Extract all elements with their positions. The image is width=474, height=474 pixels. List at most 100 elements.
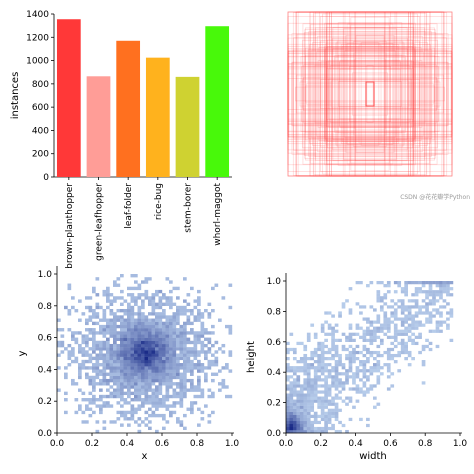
- heat-cell: [162, 296, 166, 300]
- heat-cell: [289, 366, 294, 370]
- heat-cell: [186, 331, 191, 335]
- heat-cell: [386, 326, 391, 330]
- heat-cell: [186, 359, 191, 364]
- heat-cell: [120, 366, 124, 370]
- heat-cell: [127, 410, 131, 415]
- heat-cell: [355, 326, 360, 330]
- heat-cell: [299, 390, 304, 394]
- heat-cell: [134, 359, 138, 364]
- heat-cell: [113, 378, 117, 383]
- heat-cell: [366, 390, 370, 394]
- heat-cell: [200, 388, 205, 392]
- heat-cell: [348, 369, 353, 373]
- heat-cell: [99, 398, 103, 402]
- heat-cell: [310, 357, 315, 361]
- heat-cell: [172, 334, 177, 338]
- heat-cell: [141, 391, 145, 396]
- label-box: [343, 50, 397, 138]
- heat-cell: [425, 296, 429, 300]
- heat-cell: [303, 357, 308, 361]
- label-box: [287, 22, 453, 166]
- heat-cell: [151, 347, 156, 351]
- heat-cell: [425, 338, 429, 342]
- label-box: [327, 60, 413, 128]
- heat-cell: [123, 334, 128, 338]
- heat-cell: [71, 382, 75, 386]
- heat-cell: [57, 343, 61, 348]
- heat-cell: [123, 382, 128, 386]
- heat-cell: [144, 391, 149, 396]
- heat-cell: [92, 315, 96, 319]
- heat-cell: [155, 315, 159, 319]
- watermark: CSDN @花花瓣学Python: [400, 194, 470, 201]
- heat-cell: [141, 337, 145, 341]
- heat-cell: [383, 350, 388, 355]
- heat-cell: [306, 426, 311, 431]
- heat-cell: [331, 399, 335, 403]
- heat-cell: [123, 321, 128, 326]
- heat-cell: [144, 350, 149, 354]
- heat-cell: [144, 401, 149, 405]
- heat-cell: [151, 366, 156, 370]
- heat-cell: [442, 320, 447, 324]
- heat-cell: [407, 326, 412, 330]
- heat-cell: [162, 375, 166, 380]
- heat-cell: [376, 366, 381, 370]
- heat-cell: [162, 350, 166, 354]
- heat-cell: [130, 378, 135, 383]
- heat-cell: [183, 369, 187, 373]
- heat-cell: [366, 332, 370, 336]
- heat-cell: [162, 343, 166, 348]
- heat-cell: [141, 321, 145, 326]
- heat-cell: [183, 375, 187, 380]
- heat-cell: [186, 388, 191, 392]
- heat-cell: [183, 308, 187, 313]
- heat-cell: [120, 350, 124, 354]
- heat-cell: [313, 366, 318, 370]
- heat-cell: [141, 366, 145, 370]
- heat-cell: [130, 410, 135, 415]
- heat-cell: [320, 347, 325, 352]
- heat-cell: [299, 399, 304, 403]
- heat-cell: [141, 328, 145, 332]
- heat-cell: [425, 320, 429, 324]
- label-box: [346, 23, 394, 165]
- heat-cell: [92, 388, 96, 392]
- heat-cell: [421, 360, 426, 364]
- heat-cell: [221, 385, 226, 389]
- heat-cell: [190, 388, 194, 392]
- heat-cell: [116, 394, 121, 399]
- heat-cell: [127, 372, 131, 376]
- heat-cell: [109, 420, 114, 424]
- heat-cell: [169, 375, 173, 380]
- heat-cell: [165, 394, 170, 399]
- heat-cell: [109, 359, 114, 364]
- heat-cell: [327, 399, 332, 403]
- heat-cell: [320, 402, 325, 406]
- heat-cell: [113, 328, 117, 332]
- heat-cell: [439, 290, 443, 294]
- heat-cell: [296, 366, 301, 370]
- heat-cell: [193, 366, 198, 370]
- heat-cell: [421, 363, 426, 367]
- heat-cell: [324, 338, 328, 342]
- heat-cell: [320, 414, 325, 418]
- heat-cell: [348, 323, 353, 327]
- heat-cell: [225, 385, 229, 389]
- heat-cell: [176, 312, 180, 316]
- label-box: [287, 11, 453, 177]
- heat-cell: [176, 308, 180, 313]
- heat-cell: [193, 334, 198, 338]
- heat-cell: [137, 388, 142, 392]
- heat-cell: [78, 331, 82, 335]
- heat-cell: [127, 356, 131, 361]
- heat-cell: [359, 350, 363, 355]
- heat-cell: [338, 360, 342, 364]
- heat-cell: [327, 369, 332, 373]
- heat-cell: [141, 378, 145, 383]
- heat-cell: [123, 312, 128, 316]
- heat-cell: [113, 296, 117, 300]
- heat-cell: [306, 384, 311, 388]
- heat-cell: [359, 305, 363, 309]
- heat-cell: [414, 323, 419, 327]
